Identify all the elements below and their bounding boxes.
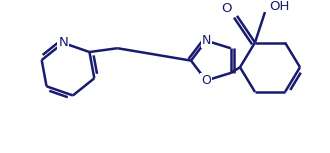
Text: O: O	[222, 2, 232, 15]
Text: N: N	[202, 34, 211, 47]
Text: O: O	[201, 74, 211, 87]
Text: N: N	[58, 36, 68, 49]
Text: OH: OH	[269, 0, 289, 13]
